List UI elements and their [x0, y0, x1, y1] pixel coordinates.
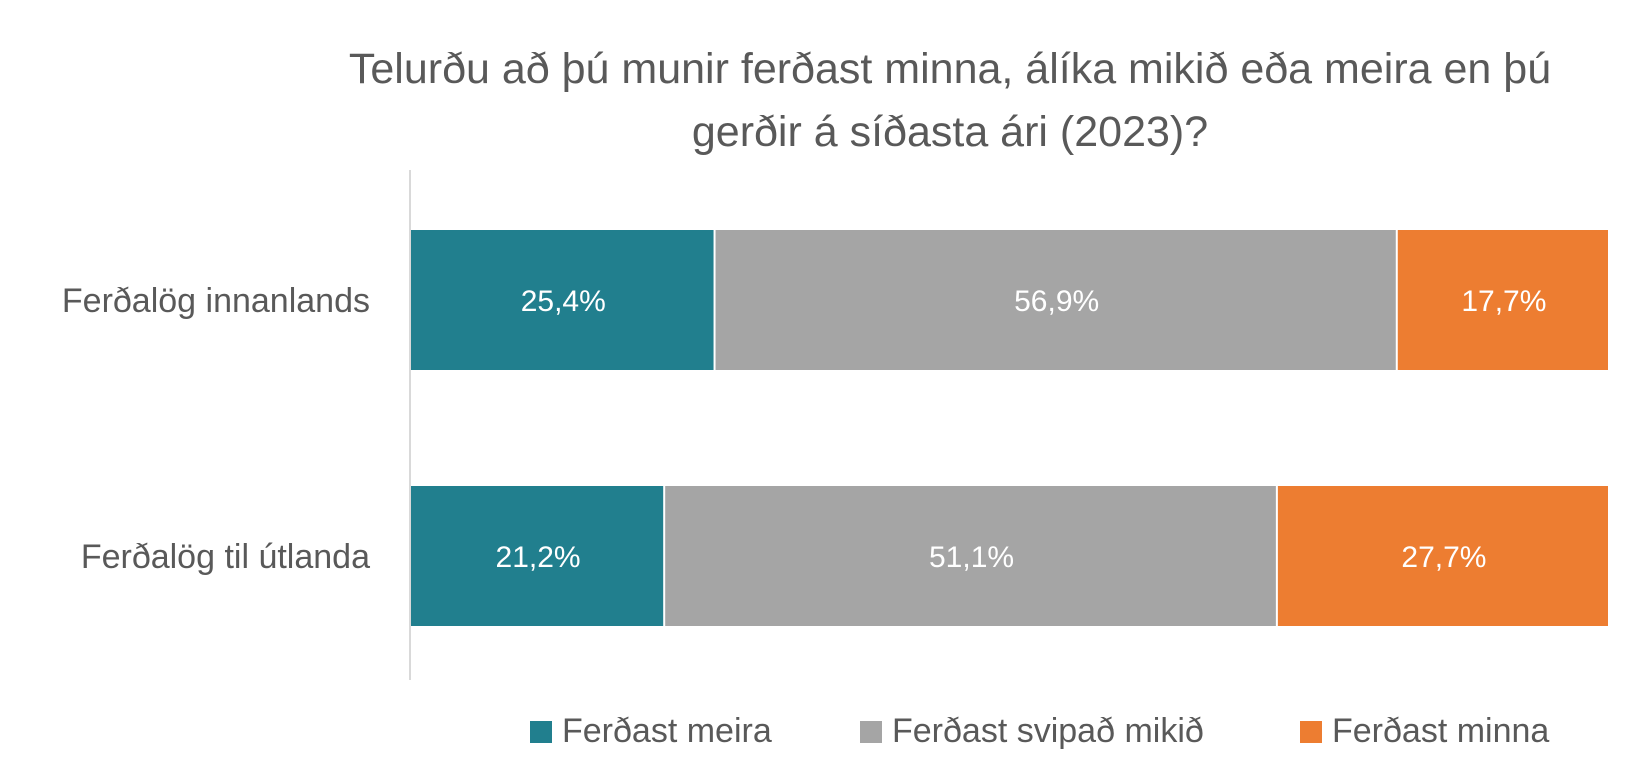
legend-label: Ferðast minna: [1332, 712, 1550, 750]
legend-swatch: [530, 720, 552, 743]
bar-segment: [665, 486, 1276, 626]
bar-segment: [715, 230, 1396, 370]
bar-segment: [1277, 486, 1608, 626]
category-label: Ferðalög til útlanda: [81, 538, 370, 576]
data-label: 56,9%: [1014, 285, 1099, 318]
legend-item: Ferðast meira: [530, 712, 772, 751]
bar-segment: [411, 486, 664, 626]
data-label: 25,4%: [521, 285, 606, 318]
data-label: 27,7%: [1401, 541, 1486, 574]
data-label: 51,1%: [929, 541, 1014, 574]
legend-label: Ferðast meira: [562, 712, 772, 750]
bar-segment: [411, 230, 714, 370]
legend-swatch: [1300, 720, 1322, 743]
legend-label: Ferðast svipað mikið: [892, 712, 1204, 750]
chart-plot: Ferðalög innanlands 25,4% 56,9% 17,7% Ferðal…: [62, 170, 1608, 680]
legend: Ferðast meira Ferðast svipað mikið Ferðast…: [0, 712, 1650, 762]
bars-layer: Ferðalög innanlands 25,4% 56,9% 17,7% Ferðal…: [62, 230, 1608, 626]
bar-segment: [1397, 230, 1608, 370]
legend-item: Ferðast minna: [1300, 712, 1549, 751]
category-label: Ferðalög innanlands: [62, 282, 370, 320]
legend-swatch: [860, 720, 882, 743]
legend-item: Ferðast svipað mikið: [860, 712, 1204, 751]
chart-title: Telurðu að þú munir ferðast minna, álíka…: [348, 45, 1552, 156]
data-label: 21,2%: [496, 541, 581, 574]
data-label: 17,7%: [1461, 285, 1546, 318]
